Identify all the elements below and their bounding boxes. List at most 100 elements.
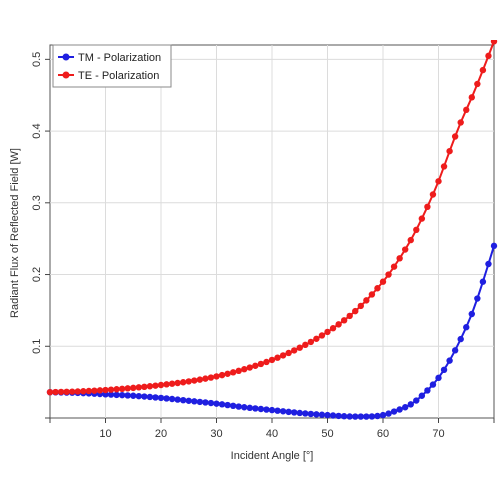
data-point bbox=[340, 317, 348, 324]
data-point bbox=[224, 401, 231, 409]
data-point bbox=[418, 215, 426, 222]
data-point bbox=[451, 133, 459, 140]
data-point bbox=[279, 352, 287, 359]
data-point bbox=[74, 388, 81, 395]
data-point bbox=[246, 404, 253, 412]
data-point bbox=[379, 278, 387, 285]
data-point bbox=[363, 297, 370, 304]
data-point bbox=[490, 40, 498, 45]
data-point bbox=[174, 396, 181, 403]
data-point bbox=[63, 388, 70, 395]
data-point bbox=[407, 401, 414, 408]
data-point bbox=[141, 393, 148, 400]
data-point bbox=[463, 106, 470, 114]
data-point bbox=[390, 263, 398, 270]
data-point bbox=[113, 391, 120, 399]
data-point bbox=[141, 383, 148, 391]
data-point bbox=[402, 404, 409, 411]
x-tick-label: 10 bbox=[99, 428, 111, 440]
data-point bbox=[424, 387, 431, 394]
data-point bbox=[229, 369, 237, 376]
x-tick-label: 50 bbox=[321, 428, 333, 440]
data-point bbox=[357, 413, 364, 420]
data-point bbox=[229, 402, 237, 410]
data-point bbox=[402, 246, 409, 253]
data-point bbox=[213, 373, 220, 380]
data-point bbox=[307, 338, 315, 346]
data-point bbox=[346, 413, 353, 420]
data-point bbox=[163, 381, 170, 388]
data-point bbox=[368, 291, 376, 298]
data-point bbox=[235, 367, 242, 375]
y-tick-label: 0.3 bbox=[31, 195, 43, 210]
data-point bbox=[463, 324, 470, 331]
data-point bbox=[207, 374, 215, 381]
data-point bbox=[485, 260, 492, 268]
data-point bbox=[346, 312, 353, 320]
data-point bbox=[385, 271, 392, 278]
data-point bbox=[352, 307, 359, 315]
data-point bbox=[241, 366, 248, 373]
data-point bbox=[390, 408, 398, 415]
data-point bbox=[318, 411, 326, 418]
data-point bbox=[146, 383, 154, 390]
data-point bbox=[291, 347, 298, 354]
data-point bbox=[279, 408, 287, 415]
data-point bbox=[435, 374, 442, 382]
data-point bbox=[174, 379, 181, 387]
data-point bbox=[407, 236, 414, 244]
data-point bbox=[296, 344, 303, 351]
data-point bbox=[57, 388, 65, 396]
data-point bbox=[490, 242, 498, 250]
x-axis-title: Incident Angle [°] bbox=[231, 450, 314, 462]
data-point bbox=[429, 381, 437, 388]
data-point bbox=[196, 398, 204, 406]
data-point bbox=[451, 347, 459, 354]
data-point bbox=[241, 404, 248, 411]
data-point bbox=[313, 335, 320, 342]
data-point bbox=[440, 366, 448, 374]
data-point bbox=[474, 295, 481, 302]
data-point bbox=[107, 386, 115, 393]
data-point bbox=[207, 399, 215, 407]
series-tm bbox=[46, 242, 498, 420]
data-point bbox=[91, 387, 98, 394]
data-point bbox=[324, 411, 331, 419]
data-point bbox=[340, 413, 348, 420]
data-point bbox=[191, 398, 198, 405]
data-point bbox=[479, 278, 487, 285]
data-point bbox=[302, 410, 309, 417]
data-point bbox=[329, 412, 337, 419]
data-point bbox=[285, 408, 292, 416]
data-point bbox=[218, 401, 226, 408]
legend-marker-tm bbox=[62, 53, 70, 61]
data-point bbox=[252, 362, 259, 369]
data-point bbox=[152, 382, 159, 389]
data-point bbox=[168, 395, 176, 403]
data-point bbox=[291, 409, 298, 416]
axes: 10 20 30 40 50 60 70 0.1 0.2 0.3 0.4 0.5 bbox=[31, 52, 495, 440]
data-point bbox=[318, 332, 326, 339]
y-tick-label: 0.1 bbox=[31, 339, 43, 354]
data-point bbox=[474, 80, 481, 88]
data-point bbox=[107, 391, 115, 398]
data-point bbox=[168, 380, 176, 387]
data-point bbox=[479, 66, 487, 74]
data-point bbox=[157, 381, 165, 389]
data-point bbox=[457, 335, 464, 343]
data-point bbox=[307, 410, 315, 418]
data-point bbox=[180, 397, 187, 404]
data-point bbox=[379, 411, 387, 419]
data-point bbox=[252, 405, 259, 412]
data-point bbox=[124, 392, 131, 399]
data-point bbox=[46, 388, 54, 396]
data-point bbox=[235, 403, 242, 410]
data-point bbox=[429, 191, 437, 198]
data-point bbox=[352, 413, 359, 420]
y-tick-label: 0.2 bbox=[31, 267, 43, 282]
data-point bbox=[135, 384, 142, 391]
legend-item-tm: TM - Polarization bbox=[58, 52, 161, 64]
data-point bbox=[268, 356, 276, 364]
data-point bbox=[118, 385, 126, 393]
